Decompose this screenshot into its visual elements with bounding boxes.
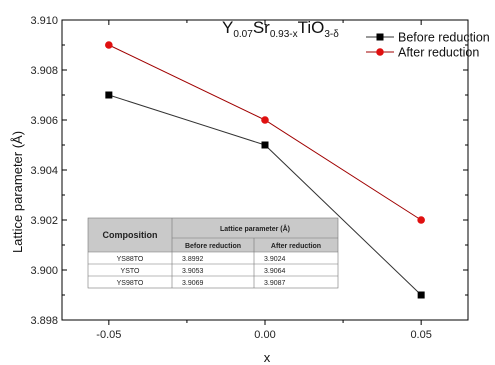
legend-marker-circle <box>376 48 384 56</box>
data-point-before-reduction <box>261 141 269 149</box>
series-markers <box>105 41 425 299</box>
inset-table: Composition Lattice parameter (Å) Before r… <box>87 217 339 289</box>
table-border <box>87 217 339 289</box>
y-tick-label: 3.910 <box>30 15 58 27</box>
y-tick-label: 3.902 <box>30 215 58 227</box>
table-subheader: After reduction <box>271 243 321 250</box>
table-cell: YS98TO <box>117 280 144 287</box>
data-point-after-reduction <box>417 216 425 224</box>
y-tick-label: 3.900 <box>30 265 58 277</box>
title-subscript: 0.93-x <box>270 29 298 40</box>
table-subheader: Before reduction <box>185 243 241 250</box>
table-cell: 3.8992 <box>182 256 204 263</box>
table-header-lattice: Lattice parameter (Å) <box>220 224 290 233</box>
y-tick-label: 3.904 <box>30 165 58 177</box>
title-segment: Y <box>222 18 233 37</box>
data-point-after-reduction <box>105 41 113 49</box>
title-segment: TiO <box>298 18 325 37</box>
table-cell: 3.9024 <box>264 256 286 263</box>
series-line-1 <box>108 44 422 221</box>
title-subscript: 3-δ <box>324 29 339 40</box>
x-tick-label: -0.05 <box>96 329 121 341</box>
table-cell: 3.9064 <box>264 268 286 275</box>
legend-marker-square <box>376 33 384 41</box>
data-point-after-reduction <box>261 116 269 124</box>
x-tick-label: 0.05 <box>410 329 431 341</box>
x-tick-label: 0.00 <box>254 329 275 341</box>
table-cell: 3.9069 <box>182 280 204 287</box>
y-tick-label: 3.898 <box>30 315 58 327</box>
table-body-bg <box>88 252 338 288</box>
y-axis: 3.898 3.900 3.902 3.904 3.906 3.908 3.910 <box>30 15 468 327</box>
table-cell: YSTO <box>121 268 140 275</box>
legend-label: Before reduction <box>398 31 490 45</box>
table-header-composition: Composition <box>103 230 158 240</box>
legend-label: After reduction <box>398 46 479 60</box>
table-header-bg <box>88 218 338 252</box>
table-cell: 3.9053 <box>182 268 204 275</box>
table-cell: 3.9087 <box>264 280 286 287</box>
title-subscript: 0.07 <box>233 29 253 40</box>
table-cell: YS88TO <box>117 256 144 263</box>
x-axis-title: x <box>264 350 271 365</box>
chart-title: Y0.07Sr0.93-xTiO3-δ <box>222 18 339 40</box>
title-segment: Sr <box>253 18 270 37</box>
y-tick-label: 3.908 <box>30 65 58 77</box>
x-axis: -0.05 0.00 0.05 <box>96 20 432 341</box>
y-tick-label: 3.906 <box>30 115 58 127</box>
data-point-before-reduction <box>105 91 113 99</box>
y-axis-title: Lattice parameter (Å) <box>10 131 25 253</box>
data-point-before-reduction <box>417 291 425 299</box>
